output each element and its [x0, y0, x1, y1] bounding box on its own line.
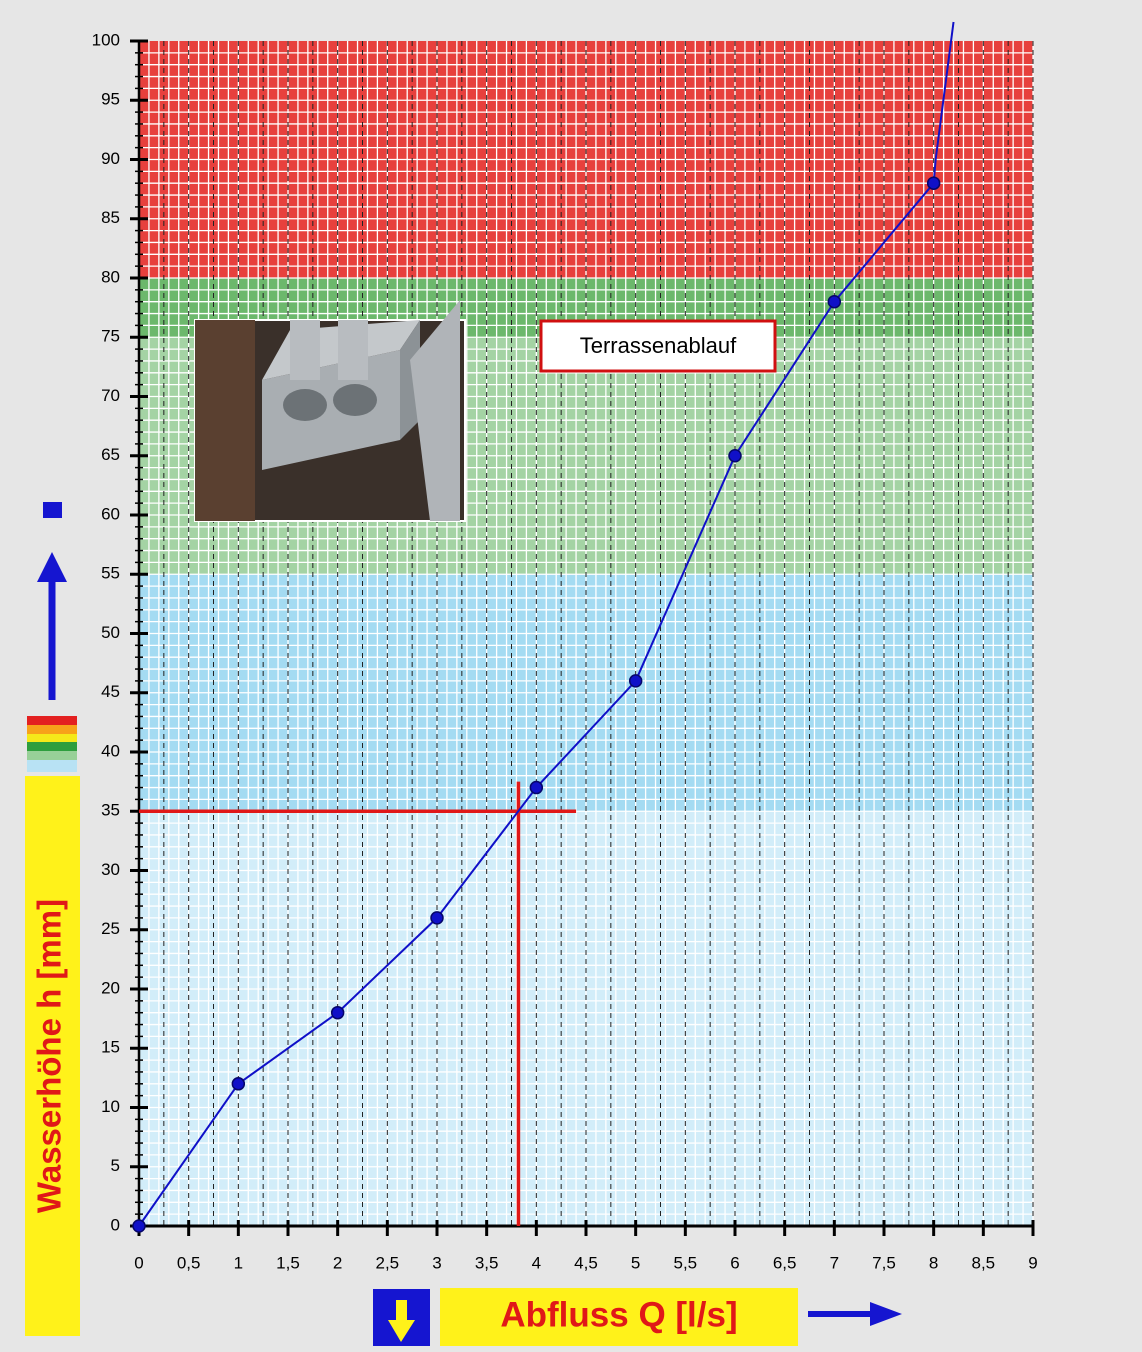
photo	[195, 300, 465, 521]
x-tick-label: 5	[631, 1253, 640, 1272]
x-tick-label: 4,5	[574, 1253, 598, 1272]
y-tick-label: 100	[92, 30, 120, 49]
x-tick-label: 3	[432, 1253, 441, 1272]
x-tick-label: 6,5	[773, 1253, 797, 1272]
point	[630, 675, 642, 687]
y-tick-label: 20	[101, 978, 120, 997]
x-tick-label: 6	[730, 1253, 739, 1272]
y-tick-label: 85	[101, 208, 120, 227]
x-tick-label: 7	[830, 1253, 839, 1272]
point	[332, 1007, 344, 1019]
x-tick-label: 1,5	[276, 1253, 300, 1272]
y-tick-label: 70	[101, 386, 120, 405]
point	[729, 450, 741, 462]
point	[530, 782, 542, 794]
icon	[43, 502, 62, 518]
x-tick-label: 0	[134, 1253, 143, 1272]
y-tick-label: 10	[101, 1097, 120, 1116]
annotation: Terrassenablauf	[580, 333, 737, 358]
x-tick-label: 9	[1028, 1253, 1037, 1272]
x-tick-label: 8	[929, 1253, 938, 1272]
color-legend-strip	[27, 716, 77, 772]
x-tick-label: 7,5	[872, 1253, 896, 1272]
y-tick-label: 60	[101, 504, 120, 523]
x-tick-label: 4	[532, 1253, 541, 1272]
x-tick-label: 3,5	[475, 1253, 499, 1272]
y-tick-label: 95	[101, 90, 120, 109]
icon	[396, 1300, 407, 1322]
x-tick-label: 0,5	[177, 1253, 201, 1272]
y-tick-label: 55	[101, 564, 120, 583]
y-tick-label: 0	[111, 1215, 120, 1234]
y-tick-label: 65	[101, 445, 120, 464]
chart: 0510152025303540455055606570758085909510…	[0, 0, 1142, 1352]
x-tick-label: 2	[333, 1253, 342, 1272]
y-tick-label: 35	[101, 801, 120, 820]
y-axis-label: Wasserhöhe h [mm]	[31, 899, 68, 1213]
point	[133, 1220, 145, 1232]
point	[431, 912, 443, 924]
y-tick-label: 30	[101, 860, 120, 879]
y-tick-label: 45	[101, 682, 120, 701]
x-tick-label: 2,5	[376, 1253, 400, 1272]
point	[232, 1078, 244, 1090]
y-tick-label: 40	[101, 741, 120, 760]
y-tick-label: 25	[101, 919, 120, 938]
y-tick-label: 5	[111, 1156, 120, 1175]
y-tick-label: 15	[101, 1038, 120, 1057]
y-tick-label: 75	[101, 327, 120, 346]
x-tick-label: 1	[234, 1253, 243, 1272]
x-tick-label: 8,5	[972, 1253, 996, 1272]
plot-area: 0510152025303540455055606570758085909510…	[92, 22, 1038, 1272]
point	[828, 296, 840, 308]
y-tick-label: 90	[101, 149, 120, 168]
x-tick-label: 5,5	[674, 1253, 698, 1272]
y-tick-label: 50	[101, 623, 120, 642]
x-axis-label: Abfluss Q [l/s]	[500, 1295, 737, 1334]
y-tick-label: 80	[101, 267, 120, 286]
point	[928, 177, 940, 189]
